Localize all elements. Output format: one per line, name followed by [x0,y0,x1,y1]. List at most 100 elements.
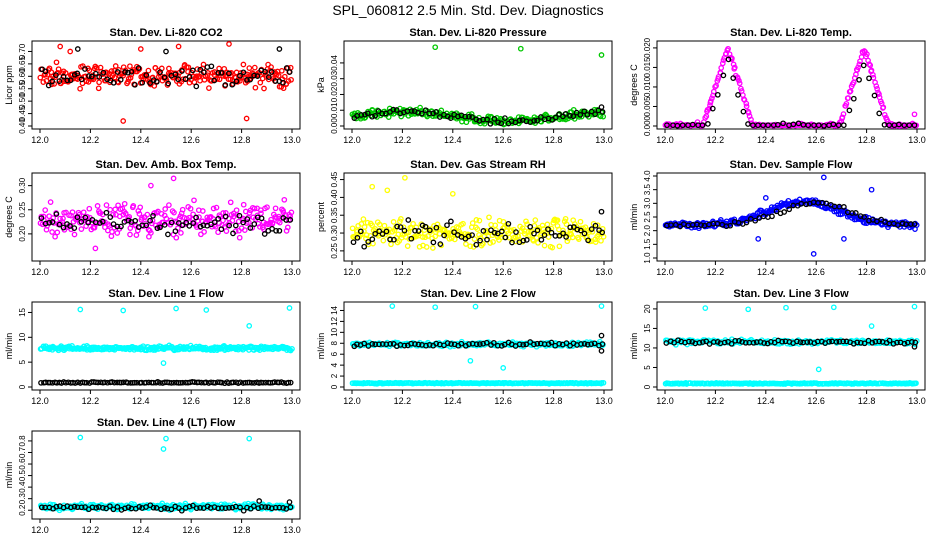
data-point [111,74,118,81]
data-point [387,341,394,347]
y-axis-label: ml/min [629,204,639,231]
x-tick-label: 13.0 [283,267,301,277]
data-point [577,111,584,118]
data-point [284,224,291,231]
data-point [240,69,247,76]
data-point [748,116,754,123]
plot-frame [343,40,613,130]
data-point [179,206,186,213]
data-point [860,62,867,69]
data-point [251,221,258,227]
data-point [68,226,74,233]
data-point [745,121,751,127]
y-tick-label: 14 [330,305,339,314]
data-point [699,122,706,129]
data-point [244,216,251,222]
data-point-outlier [472,303,479,310]
data-point-outlier [256,498,263,504]
data-point [111,379,118,386]
y-tick-label: 10 [643,343,652,352]
data-point [96,79,102,86]
data-point [520,237,527,244]
data-point [523,341,530,348]
data-point [743,100,750,107]
y-tick-label: 0.01 [330,102,339,118]
data-point [55,66,62,73]
data-point [197,504,203,511]
data-point [107,503,113,510]
data-point [45,82,52,89]
data-point [369,341,376,347]
y-tick-label: 5 [643,365,652,370]
data-point [466,341,472,347]
data-point [728,340,735,347]
data-point [215,229,221,236]
x-tick-label: 12.4 [444,267,462,277]
y-tick-label: 0.03 [330,70,339,86]
data-point [258,215,265,222]
data-point [725,56,732,63]
data-point [154,225,161,232]
data-point [38,504,45,511]
data-point [101,379,108,386]
data-point [232,222,239,229]
data-point [137,204,144,211]
data-point [430,239,437,246]
data-point [261,85,267,92]
data-point [218,69,225,76]
data-point [161,222,168,228]
x-tick-label: 12.2 [394,396,412,406]
data-point [94,203,101,209]
data-point-outlier [702,305,709,311]
data-point [790,121,797,128]
data-point [532,217,539,223]
y-tick-label: 0.015 [643,57,652,78]
data-point [588,341,595,347]
data-point [516,341,523,348]
data-point [855,64,861,71]
data-point [502,115,508,121]
x-tick-label: 12.4 [132,525,150,535]
data-point [237,379,244,386]
data-point [179,379,186,386]
data-point [797,339,804,345]
chart-panel-6: Stan. Dev. Sample Flow ml/min 12.0 12.2 12.4… [629,159,926,277]
data-point [248,379,255,386]
data-point [390,219,397,225]
data-point [172,228,179,235]
data-point [755,122,761,129]
data-point [229,81,236,88]
data-point [199,208,206,214]
chart-title: Stan. Dev. Sample Flow [730,159,853,171]
x-tick-label: 12.6 [494,396,512,406]
data-point [437,241,444,247]
x-tick-label: 12.0 [31,135,49,145]
data-point [821,122,827,129]
data-point [509,239,515,246]
data-point [567,230,573,237]
data-point [193,214,199,221]
data-point [458,340,465,347]
y-tick-label: 0.65 [18,56,27,72]
chart-title: Stan. Dev. Line 1 Flow [108,288,224,300]
data-point [38,215,45,221]
data-point [145,67,152,74]
data-point [147,217,153,224]
data-point [578,341,584,347]
data-point [534,117,540,124]
plot-frame [656,301,926,391]
data-point [476,217,483,224]
y-tick-label: 20 [643,304,652,313]
y-tick-label: 0.20 [18,226,27,242]
data-point [895,222,901,228]
data-point [567,224,574,231]
data-point [703,338,710,345]
data-point [501,224,508,231]
data-point [369,236,376,243]
data-point [444,340,451,346]
data-point [398,216,404,222]
data-point [218,226,225,233]
y-tick-label: 0.3 [18,493,27,505]
data-point [190,220,197,226]
data-point [523,218,529,225]
